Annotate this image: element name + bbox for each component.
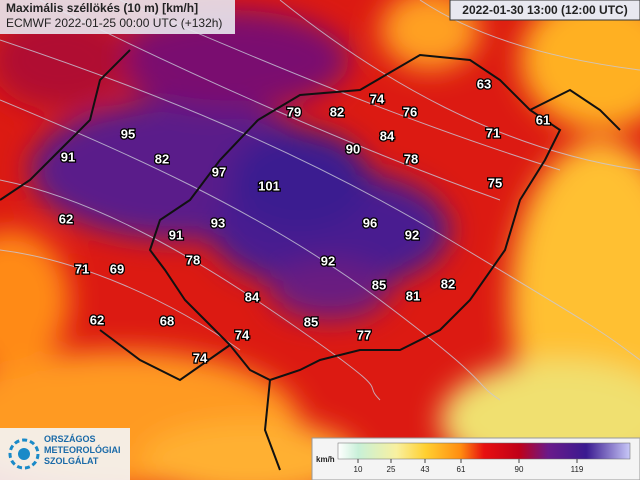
wind-gust-label: 79 [287,104,301,119]
wind-gust-label: 81 [406,288,420,303]
wind-gust-label: 74 [370,91,385,106]
wind-gust-label: 101 [258,178,280,193]
wind-gust-label: 85 [304,314,318,329]
title: Maximális széllökés (10 m) [km/h] [6,1,198,15]
wind-gust-label: 74 [193,350,208,365]
wind-gust-label: 74 [235,327,250,342]
wind-gust-label: 92 [405,227,419,242]
logo-text: ORSZÁGOS [44,434,96,444]
borders [0,49,621,471]
colorbar [337,442,631,460]
legend-tick-label: 119 [571,465,584,474]
legend-tick-label: 90 [515,465,524,474]
wind-gust-label: 97 [212,164,226,179]
wind-gust-label: 63 [477,76,491,91]
logo-text: METEOROLÓGIAI [44,444,121,455]
legend-unit: km/h [316,455,335,464]
logo-text: SZOLGÁLAT [44,456,99,466]
header-box [0,0,235,34]
wind-gust-label: 71 [486,125,500,140]
logo-icon-core [18,448,30,460]
wind-gust-label: 91 [169,227,183,242]
legend-tick-label: 10 [354,465,363,474]
logo-icon [8,438,40,470]
wind-gust-label: 78 [404,151,418,166]
wind-gust-label: 91 [61,149,75,164]
subtitle: ECMWF 2022-01-25 00:00 UTC (+132h) [6,16,222,30]
wind-gust-label: 62 [59,211,73,226]
wind-gust-label: 95 [121,126,135,141]
time-box [449,0,640,21]
wind-gust-label: 92 [321,253,335,268]
wind-gust-label: 76 [403,104,417,119]
wind-gust-label: 93 [211,215,225,230]
legend-tick-label: 25 [387,465,396,474]
wind-gust-label: 61 [536,112,550,127]
wind-gust-label: 96 [363,215,377,230]
wind-gust-label: 90 [346,141,360,156]
legend-tick-label: 43 [421,465,430,474]
wind-gust-label: 78 [186,252,200,267]
wind-gust-label: 82 [330,104,344,119]
valid-time: 2022-01-30 13:00 (12:00 UTC) [462,3,627,17]
wind-gust-label: 62 [90,312,104,327]
legend-ticks: 10 25 43 61 90 119 [354,459,584,474]
wind-gust-label: 77 [357,327,371,342]
wind-gust-label: 69 [110,261,124,276]
wind-gust-label: 84 [245,289,260,304]
wind-gust-label: 82 [441,276,455,291]
wind-gust-label: 85 [372,277,386,292]
wind-gust-label: 82 [155,151,169,166]
wind-gust-label: 68 [160,313,174,328]
wind-gust-label: 84 [380,128,395,143]
wind-gust-label: 75 [488,175,502,190]
legend-tick-label: 61 [457,465,466,474]
wind-gust-label: 71 [75,261,89,276]
